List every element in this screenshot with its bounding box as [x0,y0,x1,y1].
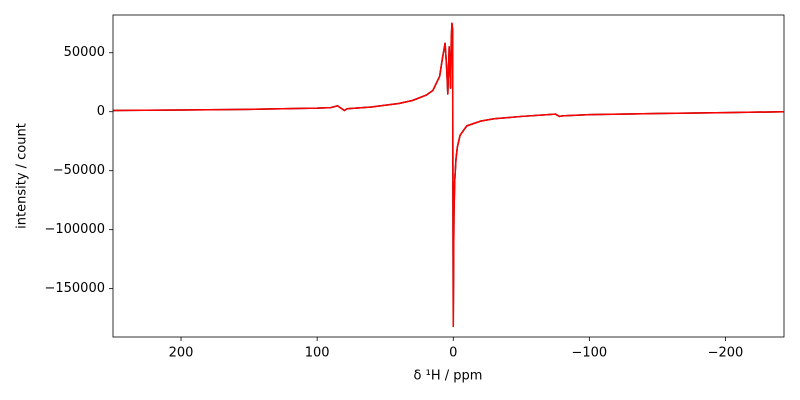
y-axis-label: intensity / count [15,123,30,229]
spectrum-line [113,22,784,328]
plot-frame [112,14,785,338]
x-tick-label: 0 [449,346,457,361]
x-axis-label: δ ¹H / ppm [414,369,483,384]
y-tick-label: −150000 [44,281,105,296]
y-tick-label: 0 [97,104,105,119]
x-tick-label: 200 [169,346,194,361]
y-tick-label: 50000 [64,45,105,60]
x-tick-label: −100 [572,346,608,361]
y-tick-label: −100000 [44,222,105,237]
x-tick-label: 100 [305,346,330,361]
y-tick-label: −50000 [53,163,105,178]
x-tick-label: −200 [708,346,744,361]
